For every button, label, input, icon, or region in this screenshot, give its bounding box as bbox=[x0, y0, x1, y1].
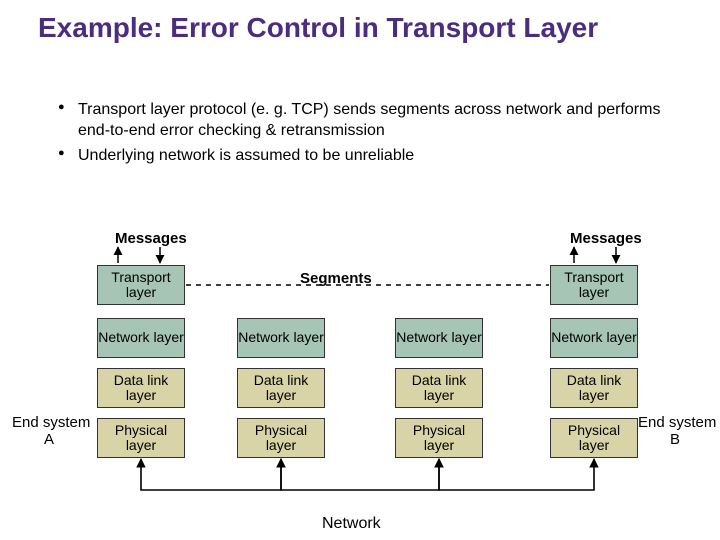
bullet-item: Transport layer protocol (e. g. TCP) sen… bbox=[58, 100, 668, 142]
datalink-layer-box: Data link layer bbox=[237, 368, 325, 408]
network-layer-box: Network layer bbox=[395, 318, 483, 358]
physical-layer-box: Physical layer bbox=[395, 418, 483, 458]
network-layer-box: Network layer bbox=[550, 318, 638, 358]
segments-label: Segments bbox=[300, 270, 372, 287]
physical-layer-box: Physical layer bbox=[550, 418, 638, 458]
end-system-b-label: End system B bbox=[638, 415, 716, 448]
datalink-layer-box: Data link layer bbox=[550, 368, 638, 408]
end-system-a-label: End system A bbox=[12, 415, 90, 448]
messages-label-left: Messages bbox=[115, 230, 187, 247]
network-layer-box: Network layer bbox=[237, 318, 325, 358]
network-label: Network bbox=[322, 515, 381, 533]
physical-layer-box: Physical layer bbox=[97, 418, 185, 458]
datalink-layer-box: Data link layer bbox=[395, 368, 483, 408]
bullet-item: Underlying network is assumed to be unre… bbox=[58, 146, 668, 167]
bullet-list: Transport layer protocol (e. g. TCP) sen… bbox=[58, 100, 668, 170]
network-layer-box: Network layer bbox=[97, 318, 185, 358]
datalink-layer-box: Data link layer bbox=[97, 368, 185, 408]
transport-layer-box: Transport layer bbox=[550, 265, 638, 305]
messages-label-right: Messages bbox=[570, 230, 642, 247]
physical-layer-box: Physical layer bbox=[237, 418, 325, 458]
slide-title: Example: Error Control in Transport Laye… bbox=[38, 12, 598, 44]
transport-layer-box: Transport layer bbox=[97, 265, 185, 305]
